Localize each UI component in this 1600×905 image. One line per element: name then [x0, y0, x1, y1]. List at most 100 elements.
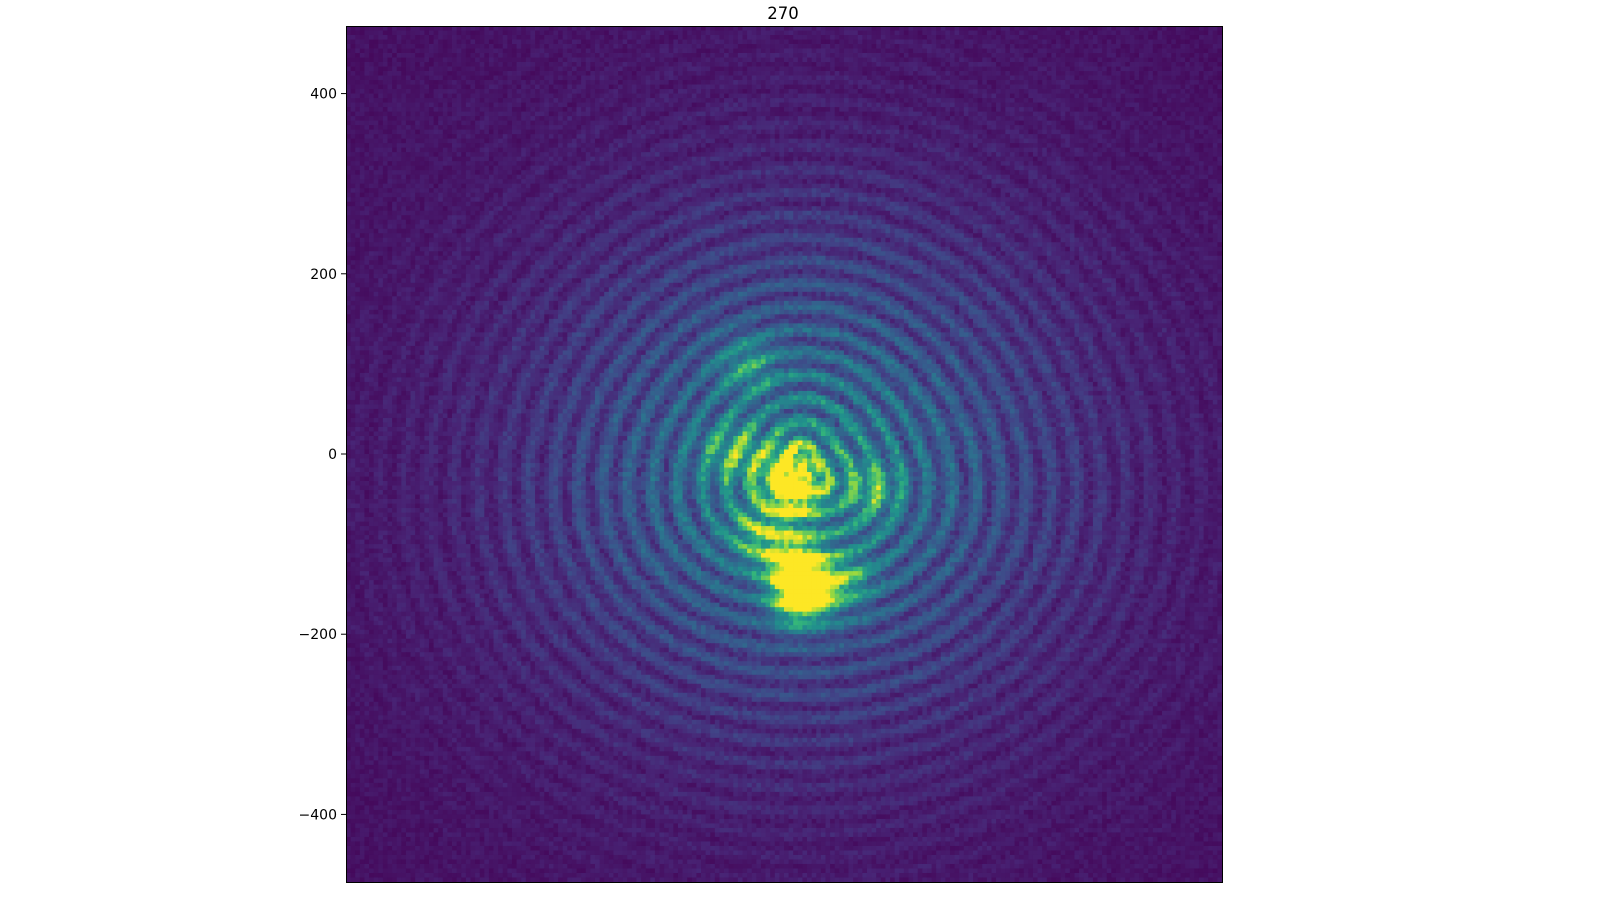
heatmap-cell [1213, 53, 1218, 58]
heatmap-cell [434, 53, 439, 58]
heatmap-cell [1102, 35, 1107, 40]
heatmap-cell [991, 31, 996, 36]
heatmap-cell [627, 98, 632, 103]
heatmap-cell [982, 44, 987, 49]
heatmap-cell [1033, 89, 1038, 94]
heatmap-cell [494, 89, 499, 94]
heatmap-cell [406, 80, 411, 85]
heatmap-cell [401, 40, 406, 45]
heatmap-cell [1010, 134, 1015, 139]
heatmap-cell [1139, 44, 1144, 49]
heatmap-cell [973, 139, 978, 144]
heatmap-cell [904, 58, 909, 63]
heatmap-cell [1130, 40, 1135, 45]
heatmap-cell [563, 112, 568, 117]
heatmap-cell [466, 35, 471, 40]
heatmap-cell [351, 71, 356, 76]
heatmap-cell [623, 116, 628, 121]
heatmap-cell [360, 76, 365, 81]
heatmap-cell [1199, 94, 1204, 99]
heatmap-cell [959, 44, 964, 49]
heatmap-cell [853, 121, 858, 126]
heatmap-cell [1194, 67, 1199, 72]
heatmap-cell [743, 139, 748, 144]
heatmap-cell [895, 112, 900, 117]
heatmap-cell [447, 89, 452, 94]
heatmap-cell [973, 116, 978, 121]
heatmap-cell [489, 98, 494, 103]
heatmap-cell [1134, 116, 1139, 121]
heatmap-cell [1190, 35, 1195, 40]
heatmap-cell [1208, 103, 1213, 108]
heatmap-cell [761, 85, 766, 90]
heatmap-cell [692, 103, 697, 108]
heatmap-cell [480, 98, 485, 103]
heatmap-cell [729, 121, 734, 126]
heatmap-cell [383, 49, 388, 54]
heatmap-cell [1001, 130, 1006, 135]
heatmap-cell [452, 94, 457, 99]
heatmap-cell [420, 85, 425, 90]
heatmap-cell [964, 103, 969, 108]
heatmap-cell [613, 62, 618, 67]
heatmap-cell [908, 62, 913, 67]
heatmap-cell [936, 35, 941, 40]
heatmap-cell [789, 107, 794, 112]
heatmap-cell [1051, 112, 1056, 117]
heatmap-cell [1185, 121, 1190, 126]
heatmap-cell [1171, 76, 1176, 81]
heatmap-cell [452, 89, 457, 94]
heatmap-cell [862, 121, 867, 126]
heatmap-cell [747, 130, 752, 135]
heatmap-cell [844, 80, 849, 85]
heatmap-cell [1213, 94, 1218, 99]
heatmap-cell [724, 76, 729, 81]
heatmap-cell [1107, 62, 1112, 67]
heatmap-cell [364, 71, 369, 76]
heatmap-cell [521, 85, 526, 90]
heatmap-cell [604, 103, 609, 108]
heatmap-cell [770, 107, 775, 112]
heatmap-cell [747, 112, 752, 117]
heatmap-cell [1038, 58, 1043, 63]
heatmap-cell [530, 67, 535, 72]
heatmap-cell [646, 116, 651, 121]
heatmap-cell [632, 121, 637, 126]
heatmap-cell [1185, 107, 1190, 112]
heatmap-cell [991, 139, 996, 144]
heatmap-cell [424, 116, 429, 121]
heatmap-cell [1019, 53, 1024, 58]
heatmap-cell [872, 53, 877, 58]
heatmap-cell [715, 121, 720, 126]
heatmap-cell [521, 103, 526, 108]
heatmap-cell [1010, 98, 1015, 103]
heatmap-cell [447, 143, 452, 148]
heatmap-cell [1098, 40, 1103, 45]
heatmap-cell [558, 49, 563, 54]
heatmap-cell [378, 139, 383, 144]
heatmap-cell [406, 71, 411, 76]
heatmap-cell [1010, 49, 1015, 54]
heatmap-cell [415, 130, 420, 135]
heatmap-cell [1088, 130, 1093, 135]
heatmap-cell [1042, 125, 1047, 130]
heatmap-cell [853, 107, 858, 112]
heatmap-cell [475, 116, 480, 121]
heatmap-cell [535, 143, 540, 148]
heatmap-cell [383, 134, 388, 139]
heatmap-cell [678, 49, 683, 54]
heatmap-cell [553, 139, 558, 144]
heatmap-cell [816, 62, 821, 67]
heatmap-cell [770, 53, 775, 58]
heatmap-cell [600, 49, 605, 54]
heatmap-cell [701, 80, 706, 85]
heatmap-cell [996, 121, 1001, 126]
heatmap-cell [1148, 71, 1153, 76]
heatmap-cell [1056, 130, 1061, 135]
heatmap-cell [858, 116, 863, 121]
heatmap-cell [719, 80, 724, 85]
heatmap-cell [558, 130, 563, 135]
heatmap-cell [1051, 67, 1056, 72]
heatmap-cell [798, 62, 803, 67]
heatmap-cell [849, 58, 854, 63]
